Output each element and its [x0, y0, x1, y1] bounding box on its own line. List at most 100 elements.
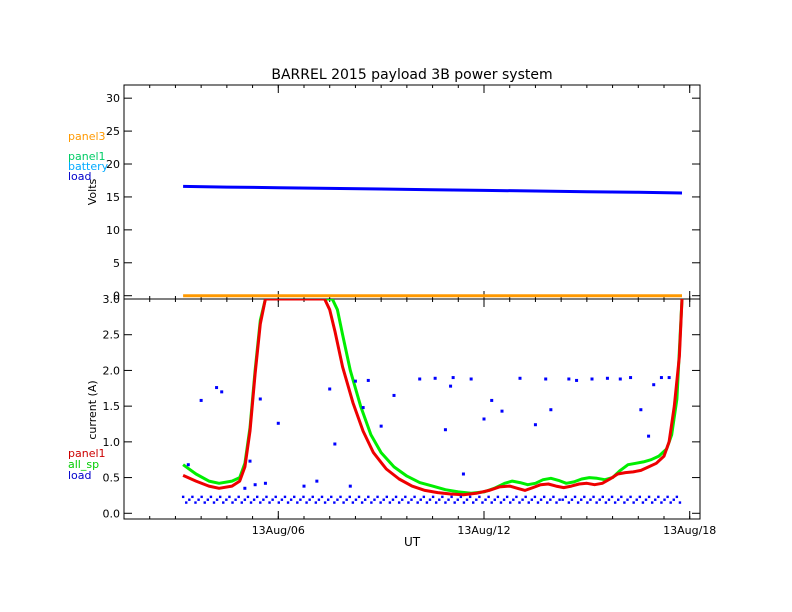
current-y-ticks: 0.0 0.5 1.0 1.5 2.0 2.5 3.0 — [103, 293, 700, 520]
load-current-point — [200, 495, 203, 499]
current-legend: panel1 all_sp load — [68, 447, 106, 482]
current-point-load — [652, 383, 656, 387]
load-current-point — [422, 495, 426, 499]
load-current-point — [234, 498, 237, 501]
voltage-ytick-label: 25 — [106, 125, 120, 138]
load-current-point — [456, 498, 459, 501]
load-current-point — [333, 501, 336, 504]
load-current-point — [533, 495, 537, 499]
load-current-point — [394, 495, 398, 499]
load-current-point — [271, 498, 274, 501]
load-current-point — [462, 501, 466, 504]
load-current-point — [644, 498, 648, 501]
load-current-point — [225, 498, 228, 501]
load-current-point — [259, 501, 262, 504]
voltage-ytick-label: 0 — [113, 290, 120, 303]
load-current-point — [629, 495, 632, 499]
load-current-point — [351, 501, 355, 504]
load-current-point — [669, 501, 672, 504]
load-current-point — [274, 495, 277, 499]
voltage-series — [183, 184, 683, 298]
load-current-point — [558, 498, 561, 501]
load-current-point — [286, 501, 290, 504]
load-current-point — [197, 498, 200, 501]
load-current-point — [367, 495, 370, 499]
load-current-point — [617, 498, 620, 501]
load-current-point — [354, 498, 358, 501]
load-current-point — [360, 501, 364, 504]
current-point-load — [258, 397, 262, 401]
load-current-point — [280, 498, 284, 501]
load-current-point — [478, 495, 481, 499]
load-current-point — [330, 495, 333, 499]
load-current-point — [530, 498, 534, 501]
load-current-point — [277, 501, 280, 504]
load-current-point — [536, 501, 540, 504]
current-series-panel1 — [182, 299, 684, 497]
current-series-all-sp — [182, 299, 684, 495]
current-point-load — [215, 386, 219, 390]
load-current-point — [475, 498, 478, 501]
load-current-point — [413, 495, 416, 499]
load-current-point — [388, 501, 392, 504]
xtick-label: 13Aug/06 — [252, 524, 305, 537]
load-current-point — [610, 495, 614, 499]
load-current-point — [468, 495, 472, 499]
load-current-point — [573, 495, 577, 499]
legend-entry-panel1: panel1 — [68, 447, 106, 460]
current-point-load — [302, 484, 306, 488]
load-current-point — [212, 501, 216, 504]
current-point-load — [348, 484, 352, 488]
load-current-point — [342, 501, 345, 504]
load-current-point — [505, 495, 509, 499]
current-point-load — [567, 377, 571, 381]
voltage-panel: 0 5 10 15 20 25 30 Volts panel3 panel1 battery… — [68, 84, 701, 303]
current-point-load — [544, 377, 548, 381]
load-current-point — [623, 501, 626, 504]
load-current-point — [657, 495, 660, 499]
load-current-point — [181, 495, 185, 499]
current-point-load — [449, 384, 453, 388]
load-current-point — [613, 501, 617, 504]
current-point-load — [248, 459, 252, 463]
load-current-point — [509, 501, 512, 504]
xtick-label: 13Aug/12 — [457, 524, 510, 537]
load-current-point — [650, 501, 654, 504]
current-point-load — [263, 481, 267, 485]
load-current-point — [345, 498, 348, 501]
load-current-point — [512, 498, 515, 501]
load-current-point — [370, 501, 373, 504]
load-current-point — [407, 501, 410, 504]
load-current-point — [283, 495, 287, 499]
current-point-load — [549, 408, 553, 412]
current-point-load — [590, 377, 594, 381]
current-point-load — [333, 442, 337, 446]
load-current-point — [262, 498, 265, 501]
load-current-point — [222, 501, 225, 504]
load-current-point — [518, 501, 521, 504]
load-current-point — [481, 501, 484, 504]
voltage-y-axis-label: Volts — [86, 178, 99, 205]
load-current-point — [447, 498, 450, 501]
load-current-point — [524, 495, 527, 499]
current-point-load — [639, 408, 643, 412]
load-current-point — [484, 498, 487, 501]
load-current-point — [339, 495, 342, 499]
load-current-point — [527, 501, 530, 504]
current-point-load — [618, 377, 622, 381]
load-current-point — [450, 495, 453, 499]
load-current-point — [256, 495, 259, 499]
load-current-point — [265, 495, 268, 499]
load-current-point — [431, 495, 435, 499]
load-current-point — [675, 495, 679, 499]
load-current-point — [243, 498, 247, 501]
load-current-point — [444, 501, 447, 504]
load-current-point — [268, 501, 271, 504]
load-current-point — [564, 495, 567, 499]
load-current-point — [218, 495, 222, 499]
load-current-point — [487, 495, 490, 499]
load-current-point — [660, 501, 663, 504]
load-current-point — [549, 498, 552, 501]
current-point-load — [433, 376, 437, 380]
load-current-point — [607, 498, 611, 501]
